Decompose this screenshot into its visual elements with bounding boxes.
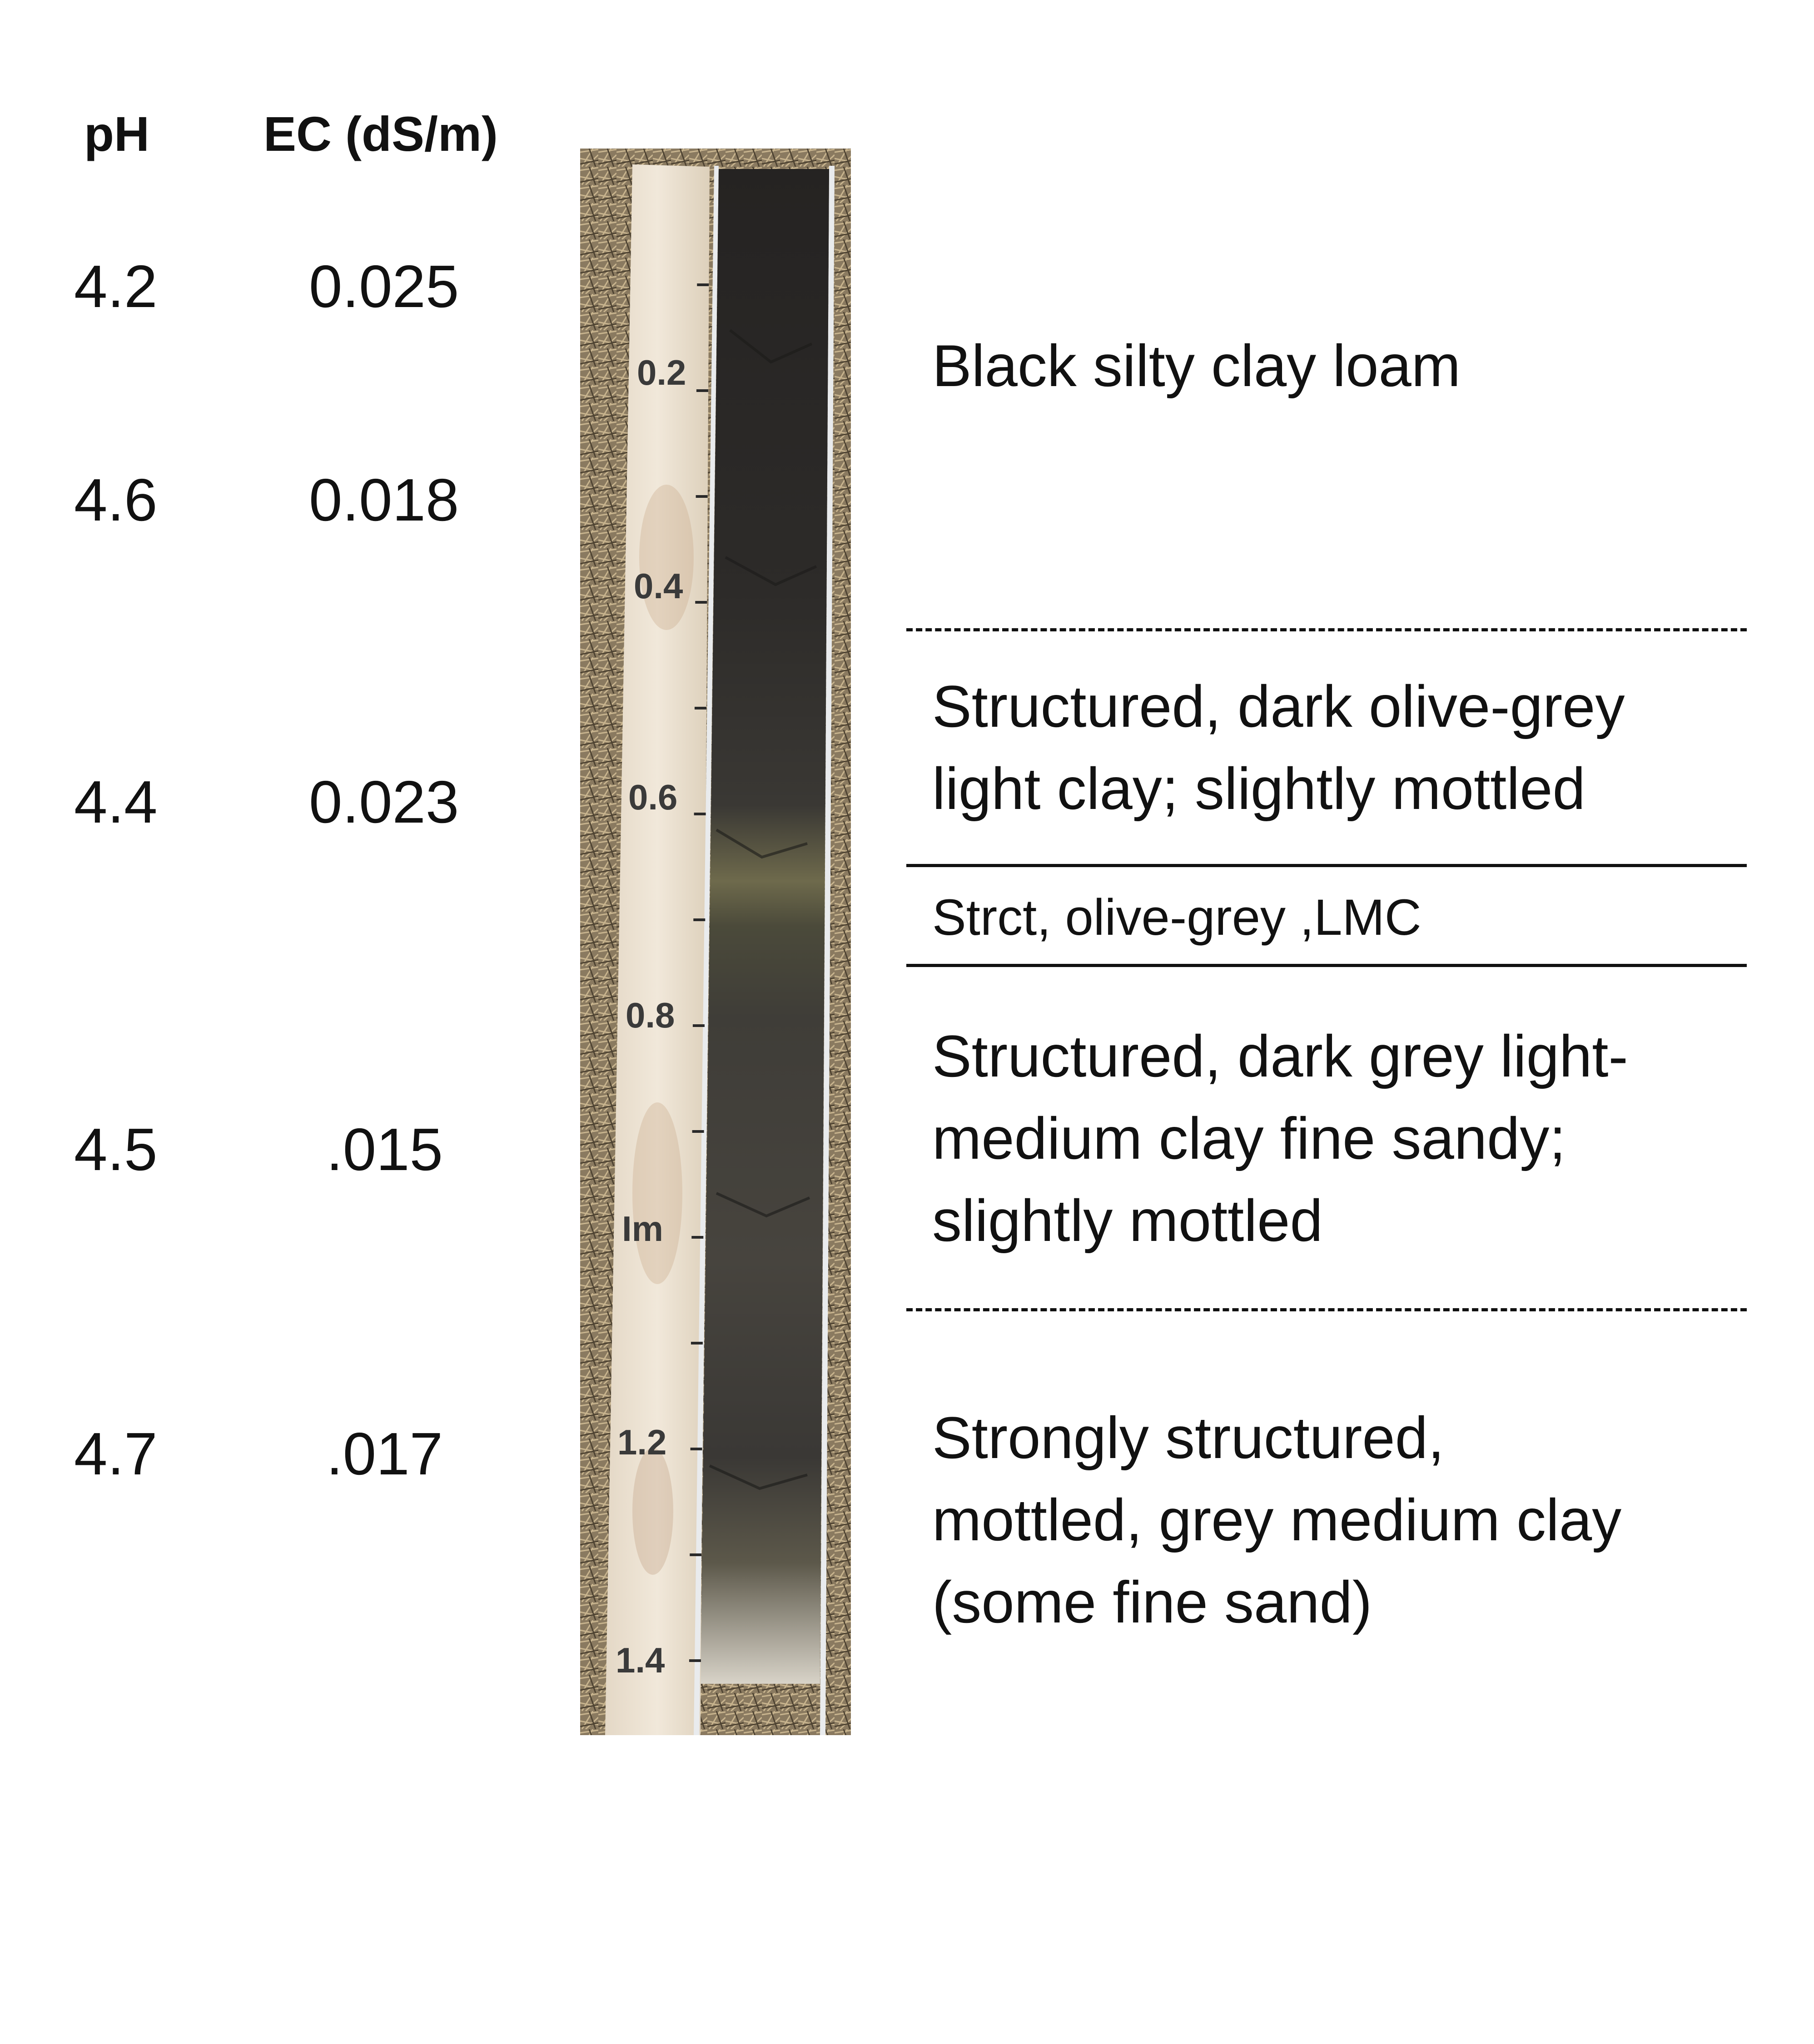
ec-value: 0.018 [309, 466, 459, 533]
ec-header: EC (dS/m) [263, 106, 498, 161]
ruler-label: 0.6 [628, 777, 677, 817]
ph-value: 4.4 [74, 769, 158, 835]
ph-header: pH [84, 106, 149, 161]
ruler [605, 164, 710, 1735]
horizon-description: Structured, dark grey light- medium clay… [932, 1023, 1628, 1254]
horizon-boundary [906, 864, 1747, 867]
ruler-label: 0.8 [626, 995, 675, 1035]
ph-value: 4.6 [74, 466, 158, 533]
ph-value: 4.7 [74, 1420, 158, 1487]
ruler-label: 0.2 [637, 352, 686, 392]
ph-value: 4.5 [74, 1116, 158, 1183]
horizon-description: Structured, dark olive-grey light clay; … [932, 673, 1625, 822]
soil-core-photo: 0.2 0.4 0.6 0.8 Im 1.2 1.4 [580, 149, 851, 1735]
ph-value: 4.2 [74, 253, 158, 320]
horizon-boundary [906, 964, 1747, 967]
horizon-description: Strongly structured, mottled, grey mediu… [932, 1404, 1622, 1635]
ec-value: 0.023 [309, 769, 459, 835]
horizon-boundary-dashed [906, 1308, 1747, 1311]
ec-value: .017 [326, 1420, 443, 1487]
ruler-label: 1.2 [617, 1422, 666, 1462]
ec-value: .015 [326, 1116, 443, 1183]
horizon-boundary-dashed [906, 628, 1747, 631]
ruler-label: 0.4 [634, 566, 683, 606]
ruler-label: 1.4 [616, 1640, 665, 1680]
ec-value: 0.025 [309, 253, 459, 320]
ruler-label: Im [622, 1209, 663, 1249]
horizon-description: Strct, olive-grey ,LMC [932, 889, 1421, 946]
horizon-description: Black silty clay loam [932, 332, 1461, 399]
soil-core [701, 169, 829, 1684]
